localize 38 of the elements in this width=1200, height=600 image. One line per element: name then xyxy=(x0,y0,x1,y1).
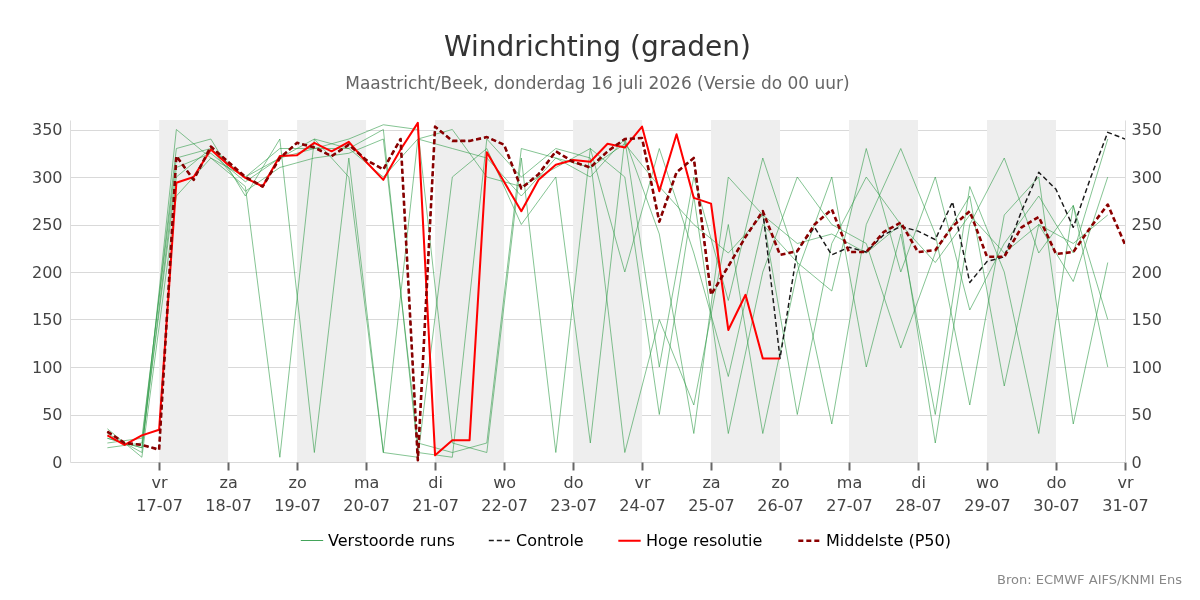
y-tick-label: 200 xyxy=(31,262,63,282)
chart-subtitle: Maastricht/Beek, donderdag 16 juli 2026 (Versie do 00 uur) xyxy=(345,73,850,93)
x-tick-label: vr 17-07 xyxy=(136,472,183,515)
x-tick-label: zo 19-07 xyxy=(274,472,321,515)
x-tick-label: di 28-07 xyxy=(895,472,942,515)
x-tick-label: do 30-07 xyxy=(1033,472,1080,515)
y-tick-label: 300 xyxy=(31,167,63,187)
y-tick-label: 350 xyxy=(31,120,63,139)
x-tick-label: di 21-07 xyxy=(412,472,459,515)
x-tick-label: vr 24-07 xyxy=(619,472,666,515)
y2-tick-label: 100 xyxy=(1131,357,1163,377)
y-tick-label: 0 xyxy=(52,452,63,472)
chart-title: Windrichting (graden) xyxy=(443,30,752,63)
y2-tick-label: 250 xyxy=(1131,215,1163,234)
y2-tick-label: 300 xyxy=(1131,167,1163,187)
y-tick-label: 250 xyxy=(31,215,63,234)
x-tick-label: za 25-07 xyxy=(688,472,735,515)
legend-label: Middelste (P50) xyxy=(826,530,951,550)
y2-tick-label: 0 xyxy=(1131,452,1142,472)
legend-label: Verstoorde runs xyxy=(328,530,455,550)
y2-tick-label: 200 xyxy=(1131,262,1163,282)
legend-label: Hoge resolutie xyxy=(646,530,763,550)
y2-tick-label: 50 xyxy=(1131,405,1152,424)
x-tick-label: zo 26-07 xyxy=(757,472,804,515)
y-tick-label: 50 xyxy=(42,405,63,424)
y-tick-label: 150 xyxy=(31,310,63,329)
y-tick-label: 100 xyxy=(31,357,63,377)
x-tick-label: ma 27-07 xyxy=(826,472,873,515)
x-tick-label: za 18-07 xyxy=(205,472,252,515)
x-tick-label: do 23-07 xyxy=(550,472,597,515)
x-tick-label: wo 22-07 xyxy=(481,472,528,515)
legend-label: Controle xyxy=(516,530,584,550)
y2-tick-label: 150 xyxy=(1131,310,1163,329)
x-tick-label: wo 29-07 xyxy=(964,472,1011,515)
text: Bron: ECMWF AIFS/KNMI Ens xyxy=(997,572,1182,587)
x-tick-label: vr 31-07 xyxy=(1102,472,1149,515)
y2-tick-label: 350 xyxy=(1131,120,1163,139)
x-tick-label: ma 20-07 xyxy=(343,472,390,515)
